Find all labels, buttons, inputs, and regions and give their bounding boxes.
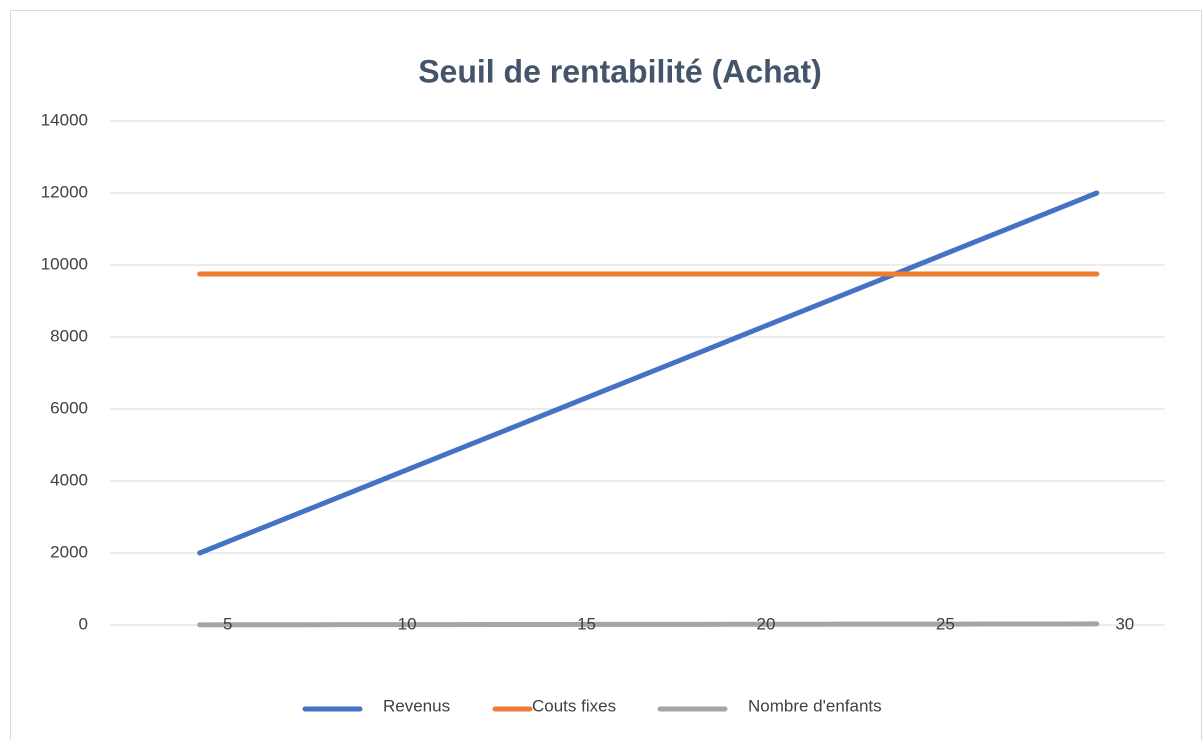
y-tick-label: 0: [79, 614, 88, 633]
legend-label: Revenus: [383, 696, 450, 715]
y-tick-label: 2000: [50, 542, 88, 561]
y-tick-label: 4000: [50, 470, 88, 489]
y-tick-label: 6000: [50, 398, 88, 417]
x-tick-label: 5: [223, 614, 232, 633]
series-line: [197, 190, 1100, 556]
x-tick-label: 20: [757, 614, 776, 633]
series-line: [197, 621, 1100, 628]
y-tick-label: 10000: [41, 254, 88, 273]
x-tick-label: 10: [398, 614, 417, 633]
legend-label: Nombre d'enfants: [748, 696, 882, 715]
x-tick-label: 15: [577, 614, 596, 633]
y-tick-label: 12000: [41, 182, 88, 201]
chart-title: Seuil de rentabilité (Achat): [418, 53, 822, 89]
x-tick-label: 25: [936, 614, 955, 633]
x-tick-label: 30: [1115, 614, 1134, 633]
y-tick-label: 8000: [50, 326, 88, 345]
chart-frame: [10, 10, 1202, 745]
y-tick-label: 14000: [41, 110, 88, 129]
legend-label: Couts fixes: [532, 696, 616, 715]
